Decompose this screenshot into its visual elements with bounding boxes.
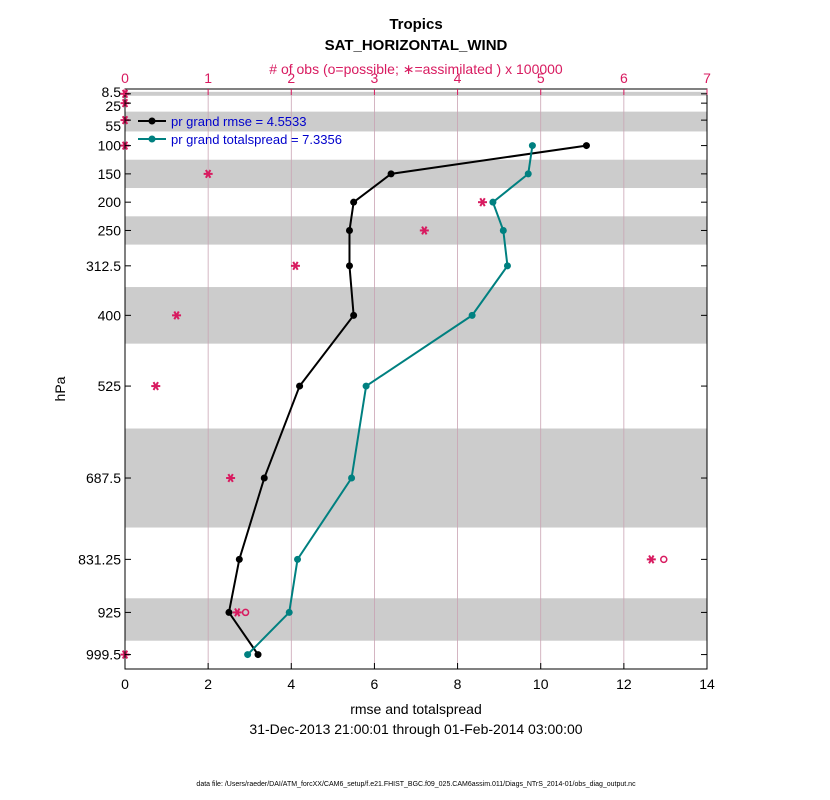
obs-assimilated-marker-8	[172, 310, 182, 320]
series-1-point-9	[285, 608, 293, 616]
pressure-band-4	[125, 287, 707, 344]
vertical-gridlines	[207, 89, 625, 669]
obs-assimilated-marker-6	[419, 226, 429, 235]
y-tick-label-525: 525	[98, 378, 122, 394]
series-1-point-7	[348, 474, 356, 482]
background-bands	[125, 91, 707, 641]
series-0-point-5	[350, 311, 358, 319]
y-tick-label-400: 400	[98, 307, 122, 323]
top-tick-label-2: 2	[287, 70, 295, 86]
x-tick-label-12: 12	[616, 676, 632, 692]
top-tick-label-5: 5	[537, 70, 545, 86]
chart-title: Tropics	[389, 16, 442, 33]
axes: 0 2 4 6 8 10 12 140 1 2 3 4 5 6 78.5255510015020025031…	[78, 70, 715, 692]
series-0-point-10	[254, 651, 262, 659]
x-tick-label-8: 8	[454, 676, 462, 692]
series-0-point-0	[582, 142, 590, 150]
x-tick-label-14: 14	[699, 676, 715, 692]
pressure-band-1	[125, 111, 707, 132]
y-tick-label-250: 250	[98, 222, 122, 238]
x-tick-label-6: 6	[371, 676, 379, 692]
series-1-point-5	[468, 311, 476, 319]
series-1-point-0	[528, 142, 536, 150]
pressure-band-5	[125, 428, 707, 528]
series-0-point-9	[225, 608, 233, 616]
obs-assimilated-marker-12	[232, 608, 242, 617]
y-axis-label: hPa	[52, 376, 68, 401]
x-tick-label-4: 4	[287, 676, 295, 692]
series-1-point-1	[524, 170, 532, 178]
x-tick-label-10: 10	[533, 676, 549, 692]
y-tick-label-831.25: 831.25	[78, 551, 121, 567]
y-tick-label-8.5: 8.5	[102, 84, 122, 100]
series-1-point-4	[503, 262, 511, 270]
series-1-point-3	[499, 226, 507, 234]
y-tick-label-25: 25	[105, 98, 121, 114]
pressure-band-2	[125, 159, 707, 189]
series-1-point-8	[294, 555, 302, 563]
legend: pr grand rmse = 4.5533 pr grand totalspr…	[138, 114, 342, 147]
top-tick-label-0: 0	[121, 70, 129, 86]
y-tick-label-312.5: 312.5	[86, 258, 121, 274]
obs-assimilated-marker-9	[151, 381, 161, 391]
y-tick-label-150: 150	[98, 166, 122, 182]
legend-rmse-label: pr grand rmse = 4.5533	[171, 114, 307, 129]
obs-assimilated-marker-7	[290, 261, 300, 271]
obs-assimilated-marker-4	[203, 169, 213, 179]
legend-spread-marker	[148, 135, 156, 143]
obs-assimilated-marker-5	[478, 197, 488, 207]
y-tick-label-55: 55	[105, 118, 121, 134]
y-tick-label-999.5: 999.5	[86, 647, 121, 663]
series-1-point-10	[244, 651, 252, 659]
obs-possible-marker-1	[241, 608, 250, 617]
series-0-point-8	[235, 555, 243, 563]
x-axis-label: rmse and totalspread	[350, 701, 482, 717]
legend-spread-label: pr grand totalspread = 7.3356	[171, 132, 342, 147]
y-tick-label-100: 100	[98, 138, 122, 154]
y-tick-label-200: 200	[98, 194, 122, 210]
legend-rmse-marker	[148, 117, 156, 125]
top-tick-label-3: 3	[371, 70, 379, 86]
series-0-point-4	[345, 262, 353, 270]
series-0-point-7	[260, 474, 268, 482]
top-axis-label: # of obs (o=possible; ∗=assimilated ) x …	[269, 61, 563, 77]
obs-possible-marker-0	[660, 555, 668, 564]
pressure-band-0	[125, 91, 707, 96]
series-0-point-2	[350, 198, 358, 206]
y-tick-label-925: 925	[98, 604, 122, 620]
pressure-band-3	[125, 216, 707, 245]
x-tick-label-2: 2	[204, 676, 212, 692]
y-tick-label-687.5: 687.5	[86, 470, 121, 486]
series-lines	[225, 142, 590, 659]
top-tick-label-1: 1	[204, 70, 212, 86]
top-tick-label-7: 7	[703, 70, 711, 86]
plot-frame	[124, 88, 708, 670]
series-1-point-2	[489, 198, 497, 206]
series-1-point-6	[362, 382, 370, 390]
top-tick-label-6: 6	[620, 70, 628, 86]
pressure-band-6	[125, 598, 707, 641]
top-tick-label-4: 4	[454, 70, 462, 86]
series-0-point-3	[345, 226, 353, 234]
x-tick-label-0: 0	[121, 676, 129, 692]
series-0-point-1	[387, 170, 395, 178]
date-range: 31-Dec-2013 21:00:01 through 01-Feb-2014…	[249, 721, 582, 737]
obs-assimilated-marker-11	[646, 554, 656, 564]
data-file-footnote: data file: /Users/raeder/DAI/ATM_forcXX/…	[196, 781, 636, 788]
chart-subtitle: SAT_HORIZONTAL_WIND	[325, 37, 508, 54]
obs-assimilated-marker-10	[226, 473, 236, 483]
series-0-point-6	[296, 382, 304, 390]
